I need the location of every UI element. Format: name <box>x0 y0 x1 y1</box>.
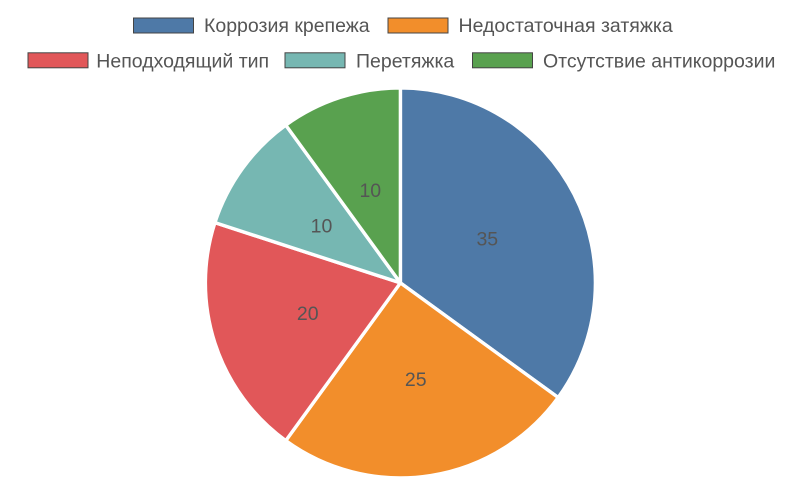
svg-text:Коррозия крепежа: Коррозия крепежа <box>204 15 370 37</box>
svg-text:20: 20 <box>297 303 319 325</box>
svg-text:25: 25 <box>405 369 427 391</box>
svg-text:Перетяжка: Перетяжка <box>356 50 454 72</box>
svg-text:10: 10 <box>359 180 381 202</box>
svg-text:Неподходящий тип: Неподходящий тип <box>96 50 269 72</box>
svg-text:Отсутствие антикоррозии: Отсутствие антикоррозии <box>543 50 775 72</box>
svg-text:Недостаточная затяжка: Недостаточная затяжка <box>459 15 673 37</box>
svg-text:10: 10 <box>311 216 333 238</box>
svg-text:35: 35 <box>476 229 498 251</box>
